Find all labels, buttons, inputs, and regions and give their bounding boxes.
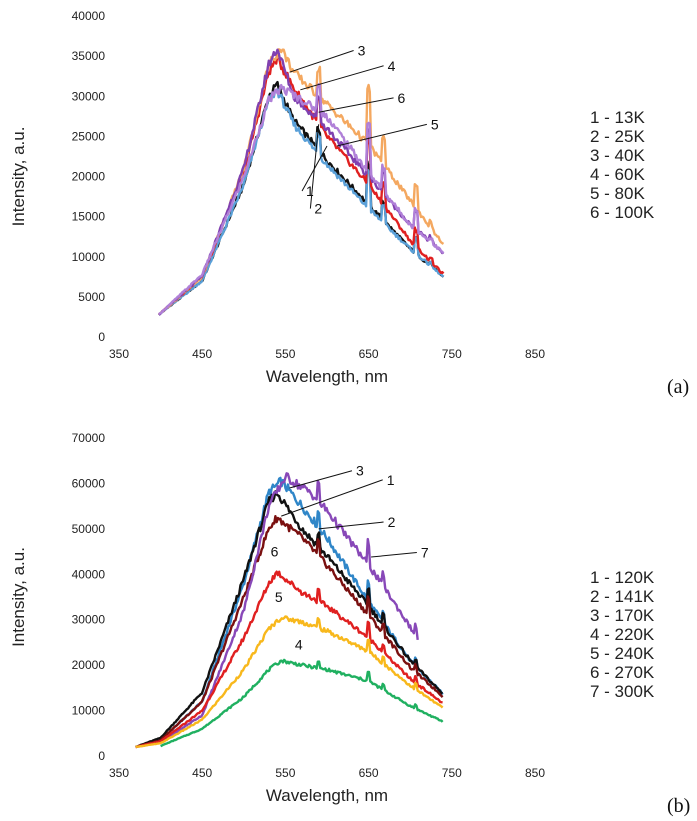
legend-entry: 7 - 300K	[590, 682, 655, 701]
series-line-4	[160, 658, 444, 748]
y-tick-label: 15000	[72, 210, 106, 224]
chart-panel-a: 350 450 550 650 750 8500500010000150002000025…	[9, 9, 545, 386]
y-tick-label: 40000	[72, 567, 106, 581]
y-axis-title: Intensity, a.u.	[9, 127, 28, 227]
legend-entry: 3 - 170K	[590, 606, 655, 625]
series-line-2	[135, 476, 444, 749]
callout-leader	[281, 479, 383, 517]
y-tick-label: 40000	[72, 9, 106, 23]
y-tick-label: 30000	[72, 89, 106, 103]
series-line-7	[135, 472, 419, 749]
y-tick-label: 0	[98, 749, 105, 763]
y-tick-label: 35000	[72, 49, 106, 63]
y-tick-label: 25000	[72, 129, 106, 143]
series-line-6	[158, 82, 445, 316]
x-tick-label: 650	[359, 766, 379, 780]
x-tick-label: 650	[359, 347, 379, 361]
callout-label: 3	[358, 43, 366, 59]
callout-leader	[318, 521, 384, 530]
series-line-5	[135, 615, 444, 748]
callout-label: 1	[306, 183, 314, 199]
x-tick-label: 450	[192, 347, 212, 361]
callout-label: 3	[356, 463, 364, 479]
y-tick-label: 0	[98, 330, 105, 344]
callout-leader	[309, 124, 320, 209]
callout-label: 2	[314, 201, 322, 217]
callout-label: 5	[431, 116, 439, 132]
y-tick-label: 20000	[72, 658, 106, 672]
legend-entry: 1 - 120K	[590, 568, 655, 587]
y-tick-label: 70000	[72, 431, 106, 445]
callout-label: 7	[421, 544, 429, 560]
legend-panel-a: 1 - 13K 2 - 25K 3 - 40K 4 - 60K 5 - 80K …	[590, 108, 654, 222]
legend-entry: 2 - 25K	[590, 127, 645, 146]
x-tick-label: 850	[525, 766, 545, 780]
callout-label: 4	[388, 58, 396, 74]
legend-entry: 1 - 13K	[590, 108, 645, 127]
y-tick-label: 10000	[72, 704, 106, 718]
series-line-2	[158, 88, 445, 316]
callout-leader	[336, 123, 427, 147]
callout-leader	[371, 551, 417, 558]
series-line-3	[135, 515, 444, 749]
x-tick-label: 350	[109, 766, 129, 780]
legend-entry: 5 - 80K	[590, 184, 645, 203]
x-tick-label: 350	[109, 347, 129, 361]
callout-leader	[300, 65, 384, 91]
callout-label: 2	[388, 514, 396, 530]
legend-entry: 4 - 220K	[590, 625, 655, 644]
callout-label: 6	[398, 90, 406, 106]
panel-label-a: (a)	[667, 376, 690, 398]
x-axis-title: Wavelength, nm	[266, 786, 388, 805]
x-tick-label: 450	[192, 766, 212, 780]
chart-panel-b: 350 450 550 650 750 850 0 10000 20000 30000 40000 5…	[9, 431, 545, 805]
x-tick-label: 750	[442, 347, 462, 361]
y-tick-label: 50000	[72, 522, 106, 536]
legend-entry: 3 - 40K	[590, 146, 645, 165]
y-tick-label: 60000	[72, 476, 106, 490]
panel-label-b: (b)	[667, 795, 691, 817]
x-axis-title: Wavelength, nm	[266, 367, 388, 386]
legend-panel-b: 1 - 120K 2 - 141K 3 - 170K 4 - 220K 5 - …	[590, 568, 654, 701]
x-tick-label: 850	[525, 347, 545, 361]
series-label: 6	[271, 544, 279, 560]
series-line-1	[135, 490, 443, 749]
series-label: 4	[295, 637, 303, 653]
legend-entry: 6 - 100K	[590, 203, 655, 222]
y-tick-label: 20000	[72, 170, 106, 184]
x-tick-label: 750	[442, 766, 462, 780]
x-tick-label: 550	[275, 347, 295, 361]
series-line-6	[135, 570, 443, 749]
y-tick-label: 5000	[78, 290, 105, 304]
legend-entry: 5 - 240K	[590, 644, 655, 663]
callout-label: 1	[387, 472, 395, 488]
x-tick-label: 550	[275, 766, 295, 780]
callout-leader	[318, 97, 394, 113]
legend-entry: 2 - 141K	[590, 587, 655, 606]
y-axis-title: Intensity, a.u.	[9, 547, 28, 647]
callout-leader	[289, 50, 354, 73]
y-tick-label: 30000	[72, 613, 106, 627]
series-label: 5	[275, 589, 283, 605]
callout-leader	[289, 470, 353, 489]
legend-entry: 6 - 270K	[590, 663, 655, 682]
y-tick-label: 10000	[72, 250, 106, 264]
legend-entry: 4 - 60K	[590, 165, 645, 184]
